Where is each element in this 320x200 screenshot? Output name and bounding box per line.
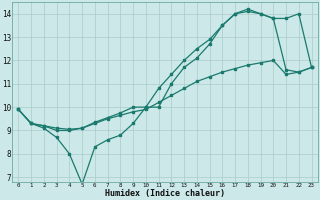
X-axis label: Humidex (Indice chaleur): Humidex (Indice chaleur) xyxy=(105,189,225,198)
